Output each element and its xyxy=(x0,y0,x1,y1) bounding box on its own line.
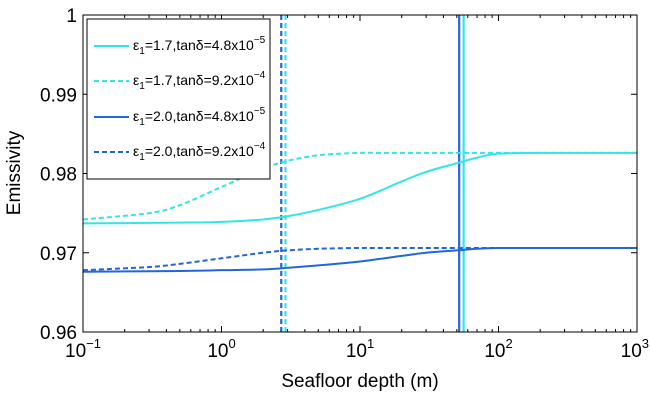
y-tick-label: 0.97 xyxy=(40,244,77,265)
x-tick-label: 101 xyxy=(346,336,374,362)
y-tick-label: 0.98 xyxy=(40,165,77,186)
legend-label-0: ε1=1.7,tanδ=4.8x10−5 xyxy=(133,35,266,57)
y-tick-label: 1 xyxy=(66,6,77,27)
legend: ε1=1.7,tanδ=4.8x10−5 ε1=1.7,tanδ=9.2x10−4… xyxy=(86,18,271,180)
series-line-3 xyxy=(82,246,637,272)
plot-lines xyxy=(82,15,637,332)
x-axis-title: Seafloor depth (m) xyxy=(281,371,438,392)
x-tick-label: 103 xyxy=(621,336,649,362)
y-axis-title: Emissivity xyxy=(4,130,25,215)
x-tick-label: 10−1 xyxy=(65,336,101,362)
x-tick-label: 102 xyxy=(484,336,512,362)
x-tick-label: 100 xyxy=(207,336,235,362)
legend-label-2: ε1=2.0,tanδ=4.8x10−5 xyxy=(133,106,266,128)
series-line-2 xyxy=(82,246,637,273)
y-tick-label: 0.96 xyxy=(40,323,77,344)
legend-label-1: ε1=1.7,tanδ=9.2x10−4 xyxy=(133,70,266,92)
axis-ticks: 0.96 0.97 0.98 0.99 1 10−1 100 101 102 103 xyxy=(40,6,649,362)
y-tick-label: 0.99 xyxy=(40,85,77,106)
legend-label-3: ε1=2.0,tanδ=9.2x10−4 xyxy=(133,141,266,163)
